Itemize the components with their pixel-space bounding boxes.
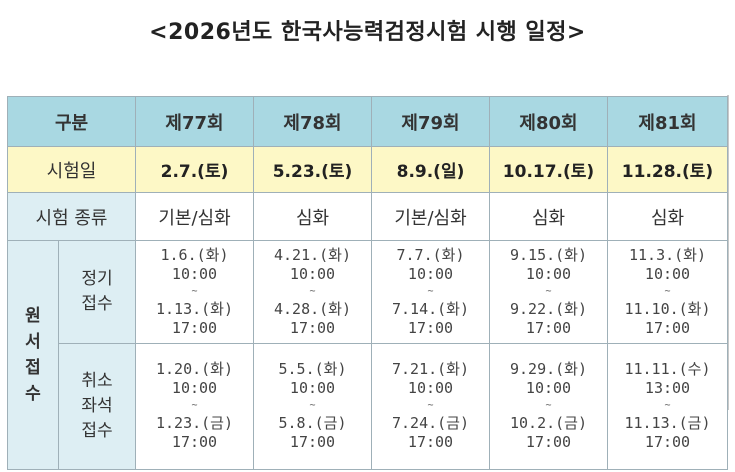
cancel-period-cell: 11.11.(수) 13:00 ~ 11.13.(금) 17:00 xyxy=(607,342,728,471)
period-start-date: 11.3.(화) xyxy=(628,245,706,264)
period-end-time: 17:00 xyxy=(171,433,218,452)
round-header: 제77회 xyxy=(135,95,254,148)
exam-type-cell: 기본/심화 xyxy=(135,192,254,242)
round-header: 제78회 xyxy=(253,95,372,148)
period-separator: ~ xyxy=(309,400,316,412)
period-end-time: 17:00 xyxy=(644,318,691,337)
round-header: 제79회 xyxy=(371,95,490,148)
period-end-date: 11.10.(화) xyxy=(624,299,711,318)
period-separator: ~ xyxy=(427,400,434,412)
period-start-date: 1.20.(화) xyxy=(155,360,233,379)
period-end-time: 17:00 xyxy=(525,433,572,452)
page-title: <2026년도 한국사능력검정시험 시행 일정> xyxy=(149,20,586,45)
period-separator: ~ xyxy=(664,400,671,412)
period-start-date: 9.15.(화) xyxy=(509,245,587,264)
period-separator: ~ xyxy=(309,285,316,297)
cancel-label-line: 좌석 xyxy=(81,395,113,416)
cancel-period-cell: 1.20.(화) 10:00 ~ 1.23.(금) 17:00 xyxy=(135,342,254,471)
period-end-time: 17:00 xyxy=(171,318,218,337)
round-header: 제80회 xyxy=(489,95,608,148)
exam-date-row: 시험일 2.7.(토) 5.23.(토) 8.9.(일) 10.17.(토) 1… xyxy=(7,146,728,194)
period-end-date: 11.13.(금) xyxy=(624,414,711,433)
period-separator: ~ xyxy=(664,285,671,297)
regular-application-label: 정기 접수 xyxy=(58,240,136,344)
period-start-date: 7.21.(화) xyxy=(391,360,469,379)
period-end-time: 17:00 xyxy=(407,433,454,452)
exam-type-cell: 기본/심화 xyxy=(371,192,490,242)
period-start-time: 10:00 xyxy=(525,264,572,283)
cancel-period-cell: 5.5.(화) 10:00 ~ 5.8.(금) 17:00 xyxy=(253,342,372,471)
regular-application-row: 원 서 접 수 정기 접수 1.6.(화) 10:00 ~ 1.13.(화) 1… xyxy=(7,240,728,470)
period-start-date: 7.7.(화) xyxy=(396,245,465,264)
regular-period-cell: 7.7.(화) 10:00 ~ 7.14.(화) 17:00 xyxy=(371,240,490,344)
period-start-date: 11.11.(수) xyxy=(624,360,711,379)
period-start-time: 10:00 xyxy=(525,379,572,398)
period-start-date: 1.6.(화) xyxy=(160,245,229,264)
exam-date-cell: 11.28.(토) xyxy=(607,146,728,194)
period-end-time: 17:00 xyxy=(289,318,336,337)
cancel-application-label: 취소 좌석 접수 xyxy=(58,342,136,471)
cancel-period-cell: 9.29.(화) 10:00 ~ 10.2.(금) 17:00 xyxy=(489,342,608,471)
period-start-date: 4.21.(화) xyxy=(273,245,351,264)
period-start-date: 9.29.(화) xyxy=(509,360,587,379)
regular-label-line: 정기 xyxy=(81,268,113,289)
application-label-char: 서 xyxy=(25,332,41,353)
exam-date-label: 시험일 xyxy=(7,146,136,194)
period-start-time: 10:00 xyxy=(407,379,454,398)
period-end-date: 4.28.(화) xyxy=(273,299,351,318)
application-label-char: 원 xyxy=(25,306,41,327)
round-header: 제81회 xyxy=(607,95,728,148)
period-separator: ~ xyxy=(191,400,198,412)
period-separator: ~ xyxy=(191,285,198,297)
period-end-date: 1.13.(화) xyxy=(155,299,233,318)
cancel-label-line: 취소 xyxy=(81,370,113,391)
period-end-date: 9.22.(화) xyxy=(509,299,587,318)
period-start-time: 10:00 xyxy=(171,264,218,283)
period-end-time: 17:00 xyxy=(525,318,572,337)
period-start-time: 10:00 xyxy=(289,379,336,398)
period-separator: ~ xyxy=(427,285,434,297)
application-label: 원 서 접 수 xyxy=(7,240,59,470)
period-end-date: 7.14.(화) xyxy=(391,299,469,318)
cancel-application-row: 취소 좌석 접수 1.20.(화) 10:00 ~ 1.23.(금) 17:00… xyxy=(8,342,728,471)
exam-date-cell: 5.23.(토) xyxy=(253,146,372,194)
period-end-date: 10.2.(금) xyxy=(509,414,587,433)
regular-period-cell: 1.6.(화) 10:00 ~ 1.13.(화) 17:00 xyxy=(135,240,254,344)
period-start-time: 10:00 xyxy=(171,379,218,398)
exam-type-cell: 심화 xyxy=(489,192,608,242)
exam-type-cell: 심화 xyxy=(607,192,728,242)
period-start-time: 10:00 xyxy=(407,264,454,283)
period-separator: ~ xyxy=(545,285,552,297)
period-end-date: 7.24.(금) xyxy=(391,414,469,433)
period-start-date: 5.5.(화) xyxy=(278,360,347,379)
exam-date-cell: 8.9.(일) xyxy=(371,146,490,194)
header-row: 구분 제77회 제78회 제79회 제80회 제81회 xyxy=(7,95,728,148)
exam-type-label: 시험 종류 xyxy=(7,192,136,242)
exam-date-cell: 2.7.(토) xyxy=(135,146,254,194)
category-header: 구분 xyxy=(7,95,136,148)
period-start-time: 10:00 xyxy=(289,264,336,283)
period-start-time: 13:00 xyxy=(644,379,691,398)
application-label-char: 접 xyxy=(25,358,41,379)
period-end-date: 5.8.(금) xyxy=(278,414,347,433)
regular-period-cell: 4.21.(화) 10:00 ~ 4.28.(화) 17:00 xyxy=(253,240,372,344)
period-end-time: 17:00 xyxy=(407,318,454,337)
period-end-time: 17:00 xyxy=(644,433,691,452)
regular-period-cell: 11.3.(화) 10:00 ~ 11.10.(화) 17:00 xyxy=(607,240,728,344)
scroll-divider xyxy=(727,95,729,410)
exam-type-row: 시험 종류 기본/심화 심화 기본/심화 심화 심화 xyxy=(7,192,728,242)
exam-date-cell: 10.17.(토) xyxy=(489,146,608,194)
cancel-label-line: 접수 xyxy=(81,420,113,441)
period-end-date: 1.23.(금) xyxy=(155,414,233,433)
regular-label-line: 접수 xyxy=(81,293,113,314)
schedule-table: 구분 제77회 제78회 제79회 제80회 제81회 시험일 2.7.(토) … xyxy=(7,95,728,471)
regular-period-cell: 9.15.(화) 10:00 ~ 9.22.(화) 17:00 xyxy=(489,240,608,344)
application-label-char: 수 xyxy=(25,384,41,405)
cancel-period-cell: 7.21.(화) 10:00 ~ 7.24.(금) 17:00 xyxy=(371,342,490,471)
period-start-time: 10:00 xyxy=(644,264,691,283)
exam-type-cell: 심화 xyxy=(253,192,372,242)
period-separator: ~ xyxy=(545,400,552,412)
period-end-time: 17:00 xyxy=(289,433,336,452)
